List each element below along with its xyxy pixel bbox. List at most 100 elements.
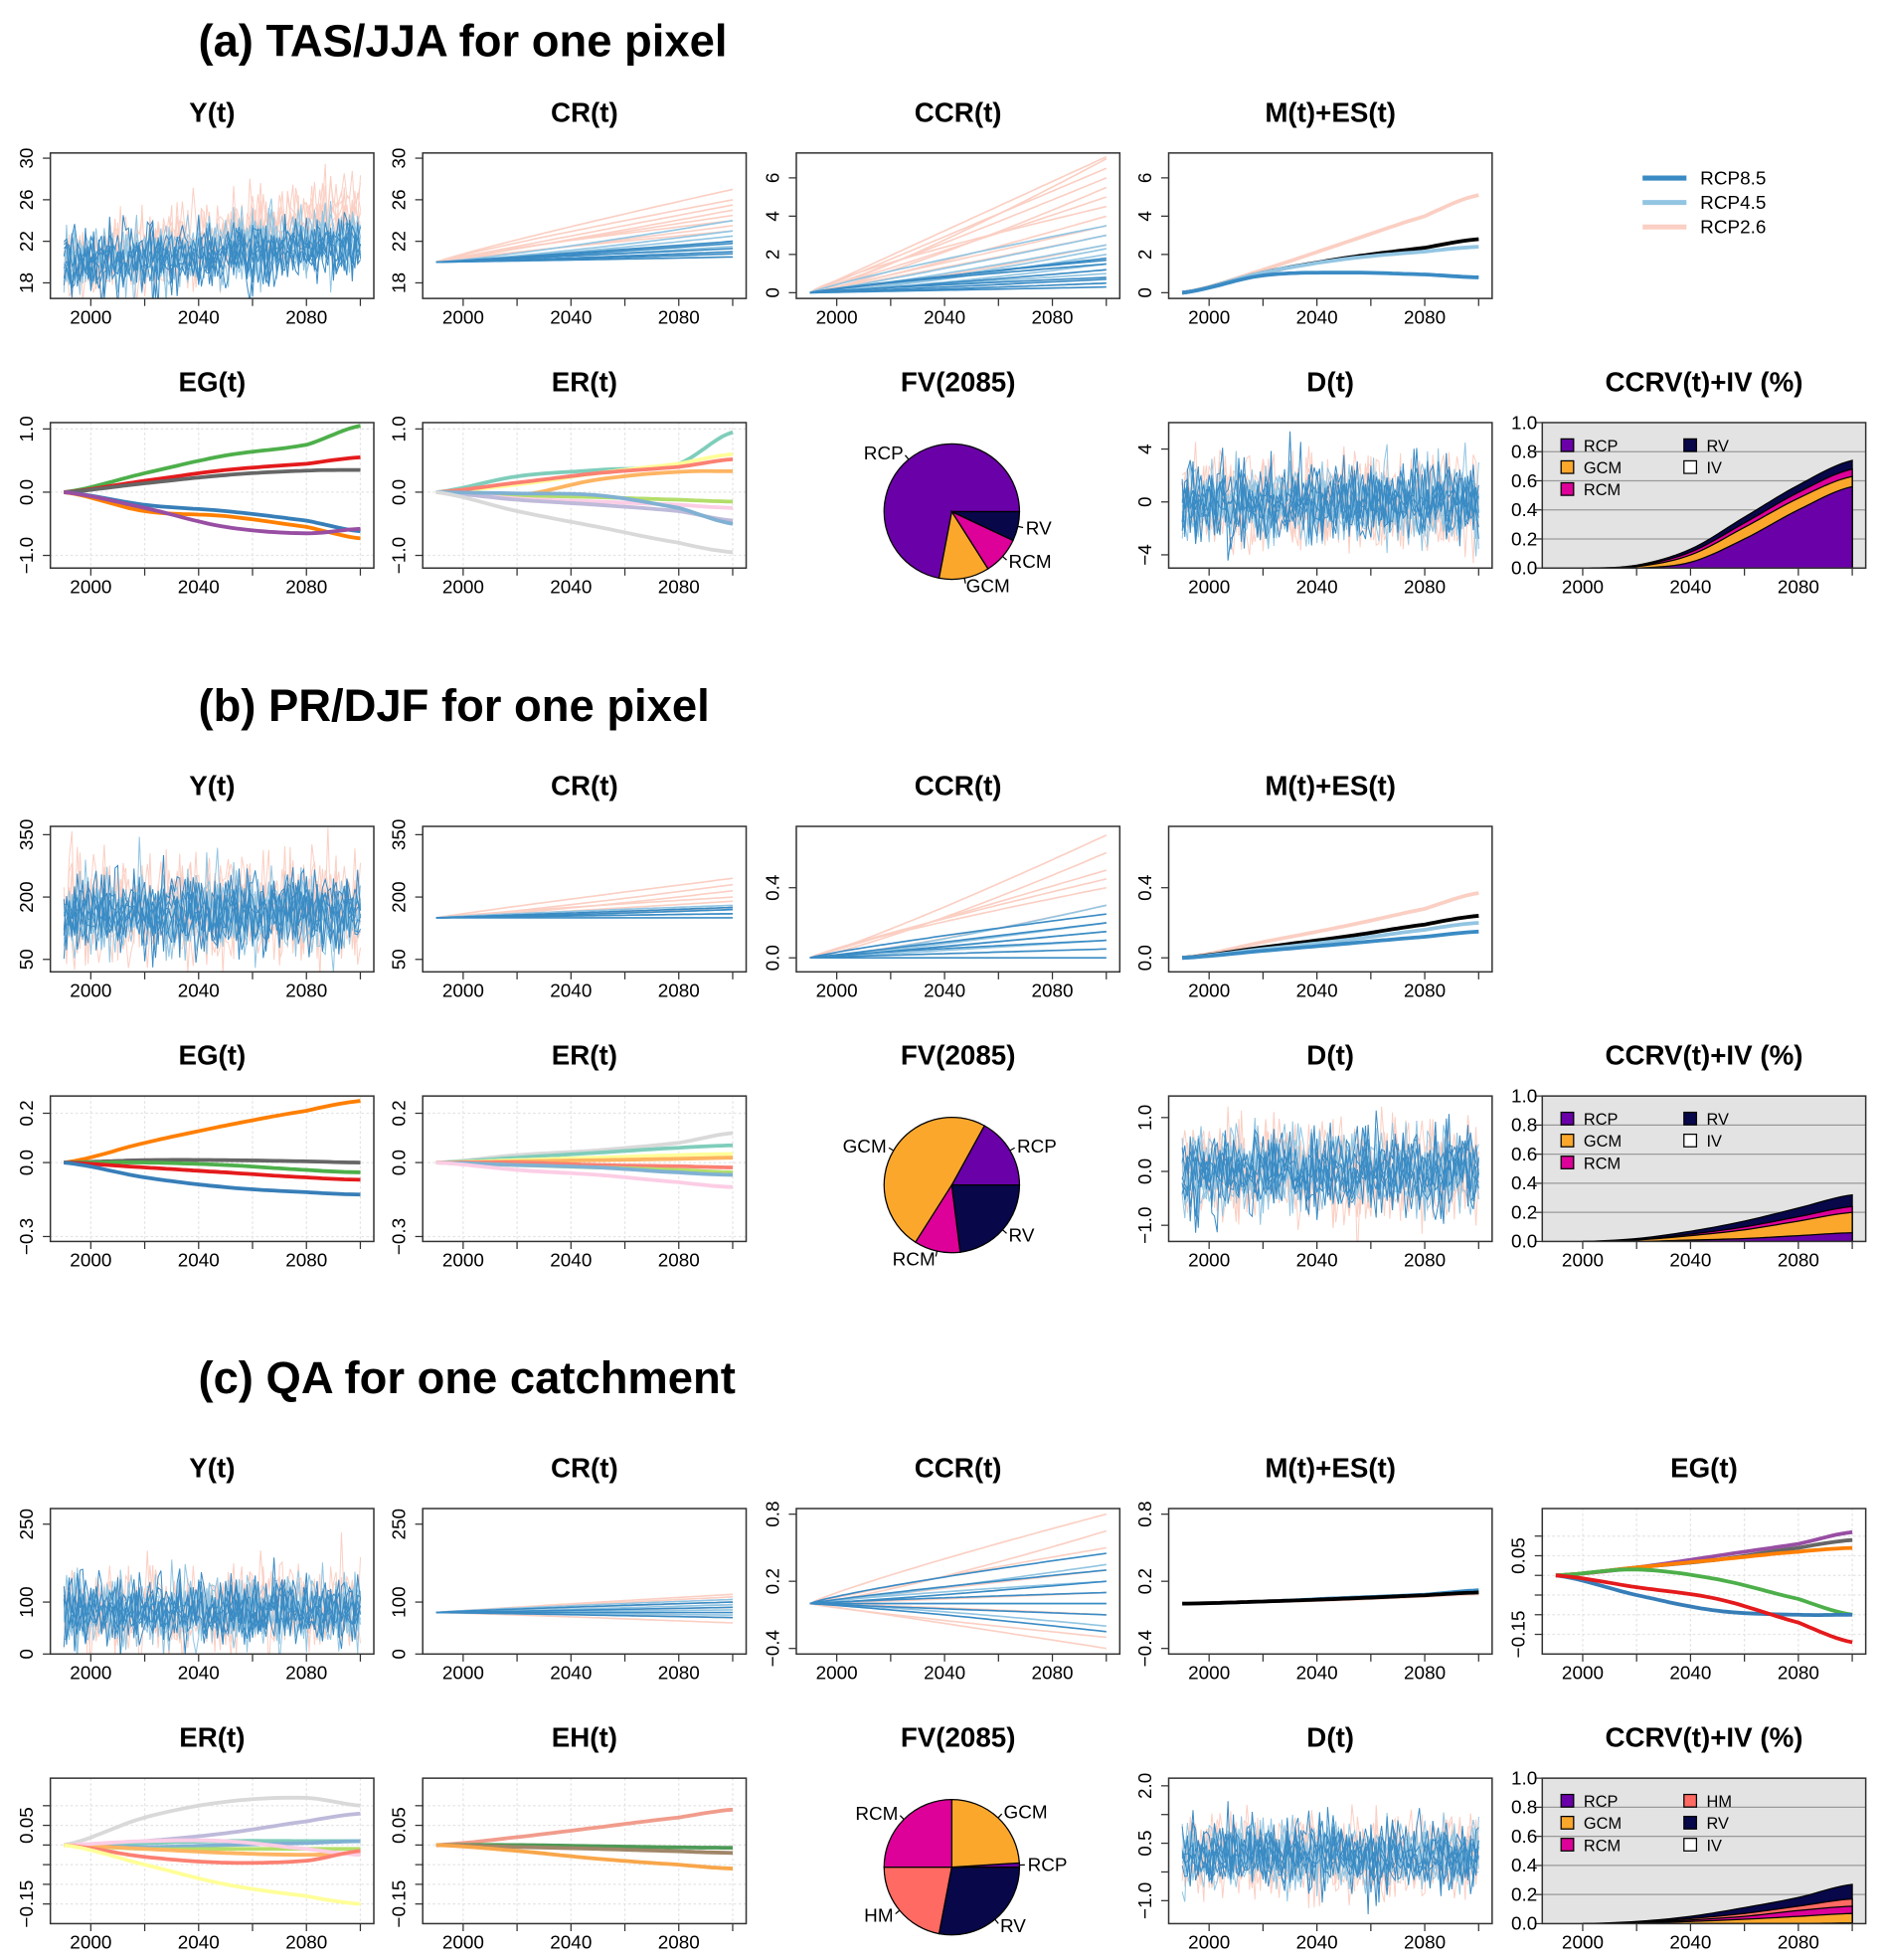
series-line-2 bbox=[809, 948, 1107, 959]
series-line-2 bbox=[435, 906, 734, 919]
x-tick-label: 2040 bbox=[1296, 981, 1338, 1002]
series-line-1 bbox=[809, 234, 1108, 294]
pie-label: GCM bbox=[966, 577, 1010, 598]
x-tick-label: 2080 bbox=[658, 1664, 700, 1685]
x-tick-label: 2080 bbox=[1404, 577, 1446, 598]
pie-label: RCM bbox=[893, 1249, 936, 1270]
series-line-2 bbox=[64, 467, 361, 494]
pie-label: RCP bbox=[1017, 1137, 1057, 1158]
plot-frame bbox=[795, 152, 1121, 299]
y-tick-label: 250 bbox=[390, 1509, 411, 1540]
x-tick-label: 2040 bbox=[550, 1664, 592, 1685]
x-tick-label: 2000 bbox=[1562, 1933, 1604, 1954]
series-line-0 bbox=[435, 204, 734, 264]
plot-area bbox=[1542, 1509, 1866, 1655]
y-tick-label: 0.2 bbox=[1511, 1202, 1537, 1223]
panel-title: FV(2085) bbox=[901, 1722, 1016, 1753]
y-tick-label: 2 bbox=[1135, 250, 1156, 261]
panel-ccr-t-: CCR(t) 2000 2040 2080 −0.4 0.2 0.8 bbox=[763, 1453, 1121, 1685]
series-line-2 bbox=[1181, 1114, 1479, 1211]
x-tick-label: 2000 bbox=[816, 1664, 858, 1685]
series-line-0 bbox=[64, 1099, 361, 1164]
legend-label: RCP4.5 bbox=[1700, 193, 1766, 214]
x-tick-label: 2080 bbox=[1032, 1664, 1074, 1685]
y-tick-label: 0 bbox=[390, 1649, 411, 1660]
series-line-2 bbox=[1181, 461, 1479, 550]
y-tick-label: 0.0 bbox=[763, 945, 783, 971]
x-tick-label: 2000 bbox=[70, 1664, 111, 1685]
x-tick-label: 2040 bbox=[924, 307, 965, 328]
y-tick-label: 22 bbox=[17, 231, 38, 252]
series-line-2 bbox=[809, 931, 1107, 959]
series-line-6 bbox=[435, 1160, 734, 1177]
x-tick-label: 2080 bbox=[1032, 981, 1074, 1002]
y-tick-label: 0.0 bbox=[17, 1150, 38, 1175]
plot-frame bbox=[1167, 1095, 1493, 1243]
x-tick-label: 2080 bbox=[1404, 981, 1446, 1002]
series-line-7 bbox=[435, 490, 734, 526]
plot-area bbox=[50, 1778, 375, 1924]
y-tick-label: 0 bbox=[763, 287, 783, 298]
plot-frame bbox=[422, 1095, 748, 1243]
x-tick-label: 2000 bbox=[442, 1664, 484, 1685]
plot-frame bbox=[1541, 1777, 1867, 1925]
y-tick-label: 4 bbox=[1135, 211, 1156, 222]
x-tick-label: 2000 bbox=[442, 577, 484, 598]
series-line-2 bbox=[63, 216, 362, 298]
x-tick-label: 2040 bbox=[550, 577, 592, 598]
series-line-5 bbox=[64, 1843, 361, 1858]
pie-label: RV bbox=[1000, 1916, 1026, 1937]
panel-d-t-: D(t) 2000 2040 2080 −4 0 4 bbox=[1135, 366, 1493, 598]
panel-cr-t-: CR(t) 2000 2040 2080 18 22 26 30 bbox=[390, 96, 748, 328]
y-tick-label: 0.2 bbox=[763, 1568, 783, 1594]
pie-label: GCM bbox=[843, 1137, 887, 1158]
section-title: (a) TAS/JJA for one pixel bbox=[198, 16, 727, 67]
series-line-1 bbox=[435, 220, 734, 264]
pie-label: RV bbox=[1009, 1225, 1035, 1246]
panel-d-t-: D(t) 2000 2040 2080 −1.0 0.5 2.0 bbox=[1135, 1722, 1493, 1954]
series-line-0 bbox=[435, 199, 734, 264]
plot-area bbox=[1181, 1106, 1479, 1242]
x-tick-label: 2080 bbox=[1404, 1251, 1446, 1272]
pie-leader-line bbox=[904, 454, 910, 460]
series-line-0 bbox=[435, 1807, 734, 1848]
panel-er-t-: ER(t) 2000 2040 2080 −0.3 0.0 0.2 bbox=[390, 1040, 748, 1272]
plot-area bbox=[50, 422, 375, 569]
series-line-5 bbox=[64, 490, 361, 536]
y-tick-label: 0.8 bbox=[763, 1502, 783, 1527]
pie-label: RCM bbox=[855, 1804, 898, 1825]
y-tick-label: 0.4 bbox=[1511, 1856, 1537, 1876]
x-tick-label: 2080 bbox=[285, 307, 327, 328]
series-line-6 bbox=[64, 1838, 361, 1858]
series-line-2 bbox=[435, 457, 734, 494]
series-line-0 bbox=[435, 188, 734, 264]
x-tick-label: 2000 bbox=[442, 1933, 484, 1954]
y-tick-label: −0.15 bbox=[390, 1880, 411, 1928]
x-tick-label: 2040 bbox=[550, 981, 592, 1002]
panel-title: CR(t) bbox=[551, 1453, 618, 1484]
x-tick-label: 2040 bbox=[550, 307, 592, 328]
y-tick-label: 0.4 bbox=[1511, 1173, 1537, 1194]
pie-slice-gcm bbox=[950, 1798, 1020, 1869]
plot-frame bbox=[422, 1508, 748, 1656]
panel-title: D(t) bbox=[1306, 366, 1354, 397]
x-tick-label: 2000 bbox=[70, 307, 111, 328]
area-gcm bbox=[1582, 1211, 1853, 1242]
x-tick-label: 2000 bbox=[1562, 1664, 1604, 1685]
series-line-2 bbox=[63, 217, 361, 299]
y-tick-label: 0.8 bbox=[1511, 443, 1537, 463]
plot-frame bbox=[1541, 422, 1867, 570]
x-tick-label: 2040 bbox=[178, 1251, 220, 1272]
series-line-2 bbox=[1181, 1126, 1479, 1233]
x-tick-label: 2000 bbox=[1562, 1251, 1604, 1272]
pie-label: RCP bbox=[1028, 1856, 1068, 1876]
y-tick-label: 0 bbox=[1135, 497, 1156, 508]
y-tick-label: 0.2 bbox=[1135, 1568, 1156, 1594]
plot-frame bbox=[49, 825, 375, 974]
x-tick-label: 2080 bbox=[1404, 307, 1446, 328]
x-tick-label: 2040 bbox=[1669, 1251, 1711, 1272]
series-line-0 bbox=[809, 851, 1108, 959]
legend-label: RCP8.5 bbox=[1700, 168, 1766, 189]
x-tick-label: 2040 bbox=[550, 1933, 592, 1954]
y-tick-label: 1.0 bbox=[1511, 1086, 1537, 1107]
